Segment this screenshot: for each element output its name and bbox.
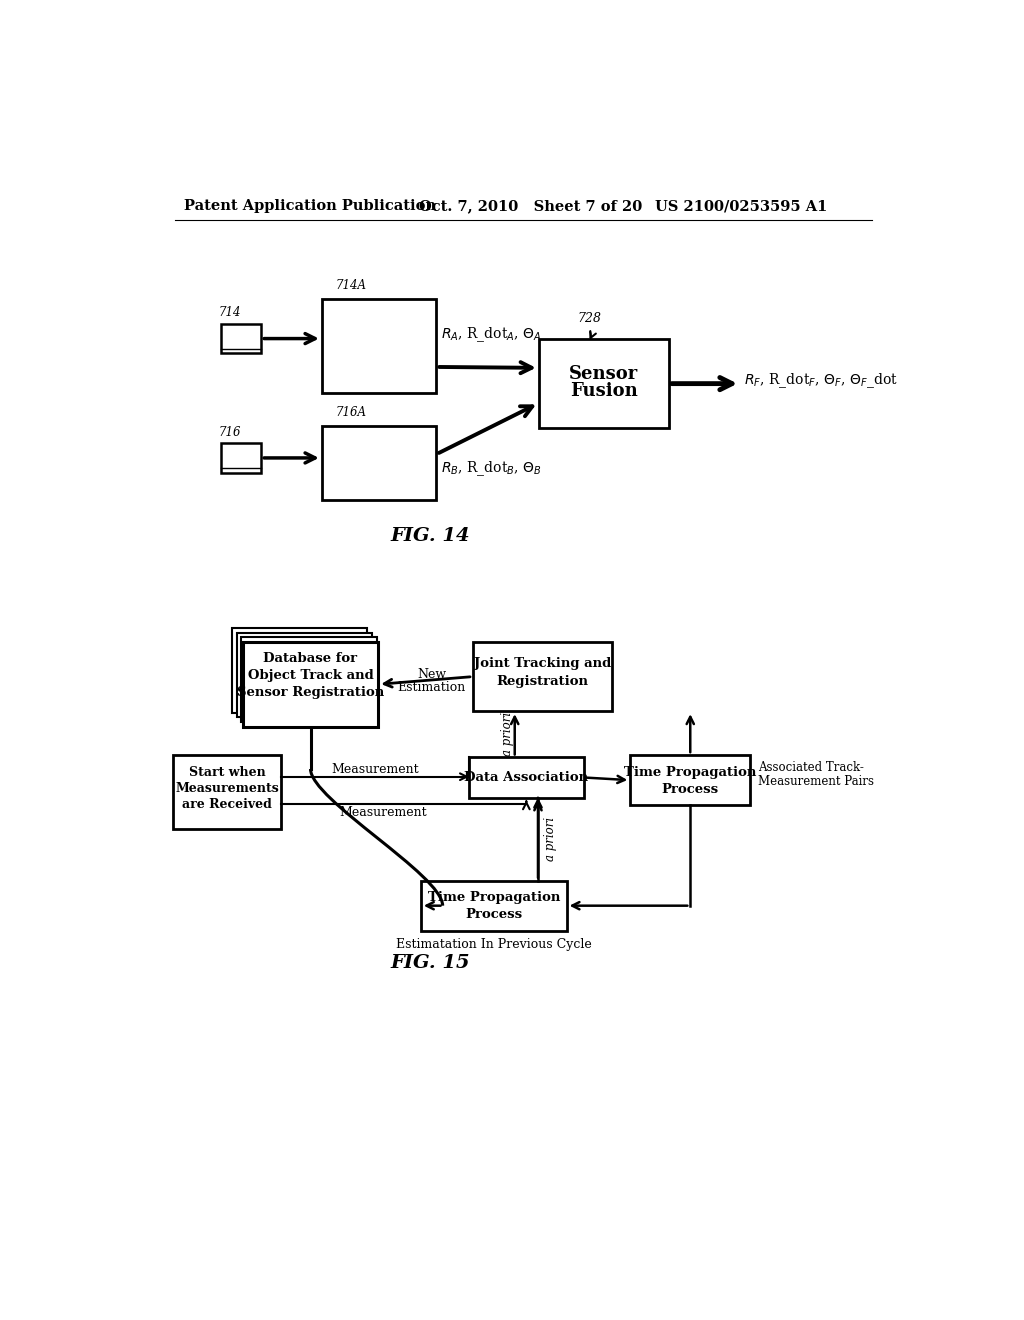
Text: Time Propagation: Time Propagation — [624, 766, 757, 779]
Text: Measurement: Measurement — [332, 763, 419, 776]
FancyBboxPatch shape — [630, 755, 751, 805]
FancyBboxPatch shape — [231, 628, 368, 713]
FancyBboxPatch shape — [322, 426, 436, 499]
FancyBboxPatch shape — [469, 758, 584, 797]
Text: Joint Tracking and: Joint Tracking and — [474, 657, 611, 671]
Text: Registration: Registration — [497, 676, 589, 689]
Text: Fusion: Fusion — [570, 383, 638, 400]
Text: Process: Process — [465, 908, 522, 921]
Text: a priori: a priori — [502, 713, 514, 756]
Text: 716: 716 — [219, 425, 242, 438]
Text: Data Association: Data Association — [464, 771, 589, 784]
Text: 714: 714 — [219, 306, 242, 319]
Text: 716A: 716A — [336, 405, 367, 418]
Text: Object Track and: Object Track and — [248, 669, 374, 682]
Text: Estimatation In Previous Cycle: Estimatation In Previous Cycle — [396, 939, 592, 952]
Text: Estimation: Estimation — [397, 681, 466, 694]
Text: New: New — [417, 668, 446, 681]
FancyBboxPatch shape — [241, 638, 377, 722]
Text: $R_B$, R_dot$_B$, $\Theta_B$: $R_B$, R_dot$_B$, $\Theta_B$ — [441, 459, 542, 478]
Text: Database for: Database for — [263, 652, 357, 665]
FancyBboxPatch shape — [322, 300, 436, 393]
Text: FIG. 14: FIG. 14 — [390, 527, 470, 545]
FancyBboxPatch shape — [221, 323, 261, 354]
Text: Sensor: Sensor — [569, 366, 639, 383]
Text: Associated Track-: Associated Track- — [758, 760, 864, 774]
Text: $R_A$, R_dot$_A$, $\Theta_A$: $R_A$, R_dot$_A$, $\Theta_A$ — [441, 326, 542, 345]
Text: Sensor Registration: Sensor Registration — [237, 686, 384, 700]
FancyBboxPatch shape — [539, 339, 669, 428]
Text: 714A: 714A — [336, 279, 367, 292]
FancyBboxPatch shape — [473, 642, 612, 711]
Text: are Received: are Received — [182, 797, 272, 810]
Text: Oct. 7, 2010   Sheet 7 of 20: Oct. 7, 2010 Sheet 7 of 20 — [419, 199, 642, 213]
Text: FIG. 15: FIG. 15 — [390, 954, 470, 972]
Text: Time Propagation: Time Propagation — [428, 891, 560, 904]
Text: 728: 728 — [578, 312, 601, 325]
FancyBboxPatch shape — [421, 880, 566, 931]
Text: Start when: Start when — [188, 766, 265, 779]
FancyBboxPatch shape — [173, 755, 282, 829]
FancyBboxPatch shape — [221, 444, 261, 473]
Text: Process: Process — [662, 783, 719, 796]
Text: Measurement Pairs: Measurement Pairs — [758, 775, 874, 788]
Text: US 2100/0253595 A1: US 2100/0253595 A1 — [655, 199, 827, 213]
FancyBboxPatch shape — [243, 642, 378, 726]
Text: $R_F$, R_dot$_F$, $\Theta_F$, $\Theta_F$_dot: $R_F$, R_dot$_F$, $\Theta_F$, $\Theta_F$… — [744, 371, 898, 389]
Text: Measurement: Measurement — [339, 805, 427, 818]
Text: Measurements: Measurements — [175, 781, 280, 795]
Text: a priori: a priori — [544, 817, 557, 861]
Text: Patent Application Publication: Patent Application Publication — [183, 199, 436, 213]
FancyBboxPatch shape — [237, 632, 372, 718]
